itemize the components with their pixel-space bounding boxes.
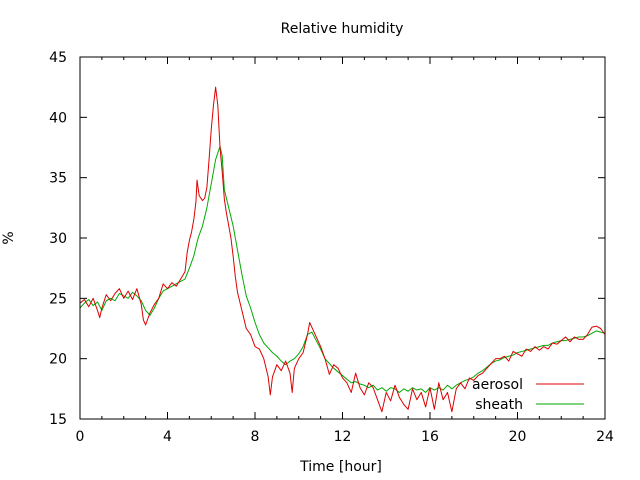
legend-label-aerosol: aerosol <box>472 377 523 393</box>
y-tick-label: 35 <box>49 171 67 187</box>
plot-frame <box>79 56 606 420</box>
x-axis-label: Time [hour] <box>299 459 382 475</box>
x-tick-label: 12 <box>334 429 352 445</box>
x-tick-label: 20 <box>509 429 527 445</box>
y-tick-label: 15 <box>49 412 67 428</box>
plot-series <box>79 86 606 413</box>
series-line-sheath <box>79 145 606 393</box>
y-tick-label: 40 <box>49 110 67 126</box>
x-tick-label: 4 <box>163 429 172 445</box>
axis-ticks: 0 4 8 12 16 20 24 15 20 25 30 35 40 45 <box>49 50 614 445</box>
y-tick-label: 20 <box>49 352 67 368</box>
x-tick-label: 16 <box>421 429 439 445</box>
chart-title: Relative humidity <box>281 21 404 37</box>
y-tick-label: 25 <box>49 291 67 307</box>
legend: aerosol sheath <box>472 377 584 413</box>
x-tick-label: 0 <box>76 429 85 445</box>
y-axis-label: % <box>1 231 17 244</box>
legend-label-sheath: sheath <box>475 397 523 413</box>
x-tick-label: 8 <box>251 429 260 445</box>
x-tick-label: 24 <box>596 429 614 445</box>
series-line-aerosol <box>79 86 606 413</box>
y-tick-label: 45 <box>49 50 67 66</box>
y-tick-label: 30 <box>49 231 67 247</box>
